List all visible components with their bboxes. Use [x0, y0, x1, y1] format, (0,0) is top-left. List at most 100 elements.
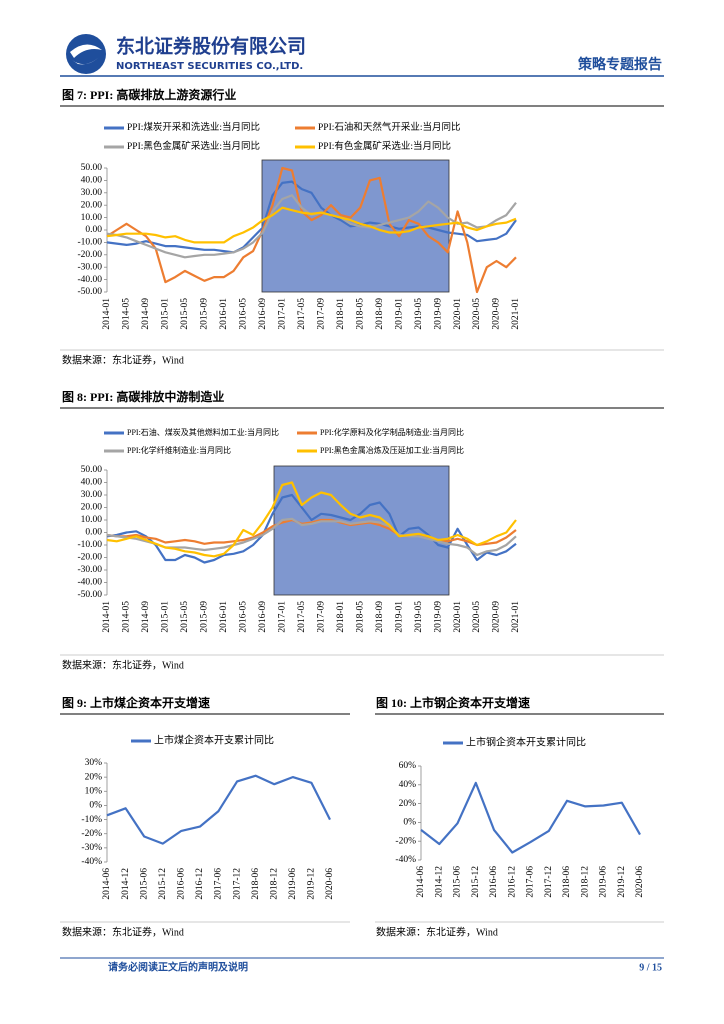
- x-tick-label: 2020-05: [472, 601, 482, 633]
- logo: [66, 34, 106, 74]
- x-tick-label: 2019-06: [288, 868, 298, 900]
- x-tick-label: 2017-09: [316, 298, 326, 330]
- y-tick-label: 20%: [85, 772, 103, 782]
- x-tick-label: 2016-05: [239, 298, 249, 330]
- x-tick-label: 2020-06: [325, 868, 335, 900]
- x-tick-label: 2016-06: [489, 866, 499, 898]
- figure-caption: 图 7: PPI: 高碳排放上游资源行业: [62, 87, 236, 102]
- x-tick-label: 2017-05: [297, 601, 307, 633]
- x-tick-label: 2019-12: [617, 866, 627, 898]
- y-tick-label: 0%: [89, 801, 102, 811]
- x-tick-label: 2019-09: [433, 298, 443, 330]
- y-tick-label: 10.00: [81, 515, 103, 525]
- series-line: [420, 781, 641, 854]
- x-tick-label: 2019-09: [433, 601, 443, 633]
- x-tick-label: 2015-12: [471, 866, 481, 898]
- y-tick-label: 30.00: [81, 490, 103, 500]
- x-tick-label: 2014-01: [102, 298, 112, 330]
- figure-caption: 图 8: PPI: 高碳排放中游制造业: [62, 389, 224, 404]
- page-number: 9 / 15: [639, 962, 662, 973]
- y-tick-label: -10.00: [77, 540, 102, 550]
- legend-label: PPI:石油和天然气开采业:当月同比: [318, 121, 461, 133]
- y-tick-label: 50.00: [81, 465, 103, 475]
- x-tick-label: 2016-01: [219, 601, 229, 633]
- x-tick-label: 2014-12: [121, 868, 131, 900]
- x-tick-label: 2021-01: [511, 601, 521, 633]
- y-tick-label: 60%: [399, 761, 417, 771]
- x-tick-label: 2018-12: [269, 868, 279, 900]
- x-tick-label: 2017-01: [277, 601, 287, 633]
- y-tick-label: -30.00: [77, 262, 102, 272]
- series-line: [106, 180, 517, 254]
- legend-label: PPI:化学纤维制造业:当月同比: [127, 445, 231, 455]
- x-tick-label: 2014-05: [122, 601, 132, 633]
- legend-label: PPI:石油、煤炭及其他燃料加工业:当月同比: [127, 427, 279, 437]
- x-tick-label: 2018-12: [580, 866, 590, 898]
- x-tick-label: 2015-01: [161, 298, 171, 330]
- x-tick-label: 2014-05: [122, 298, 132, 330]
- y-tick-label: -30%: [81, 843, 102, 853]
- y-tick-label: -50.00: [77, 287, 102, 297]
- series-line: [106, 481, 517, 558]
- x-tick-label: 2016-12: [507, 866, 517, 898]
- y-tick-label: 40.00: [81, 176, 103, 186]
- x-tick-label: 2018-05: [355, 601, 365, 633]
- x-tick-label: 2020-05: [472, 298, 482, 330]
- legend-label: PPI:煤炭开采和洗选业:当月同比: [127, 121, 260, 133]
- x-tick-label: 2016-01: [219, 298, 229, 330]
- x-tick-label: 2015-09: [200, 298, 210, 330]
- x-tick-label: 2018-09: [375, 298, 385, 330]
- figure-source: 数据来源：东北证券，Wind: [62, 658, 184, 671]
- x-tick-label: 2020-09: [492, 298, 502, 330]
- x-tick-label: 2014-09: [141, 601, 151, 633]
- x-tick-label: 2016-09: [258, 298, 268, 330]
- series-line: [106, 194, 517, 259]
- x-tick-label: 2014-12: [434, 866, 444, 898]
- x-tick-label: 2016-05: [239, 601, 249, 633]
- x-tick-label: 2019-05: [414, 298, 424, 330]
- x-tick-label: 2021-01: [511, 298, 521, 330]
- report-type: 策略专题报告: [577, 56, 662, 73]
- y-tick-label: 50.00: [81, 163, 103, 173]
- y-tick-label: -10.00: [77, 238, 102, 248]
- y-tick-label: -30.00: [77, 565, 102, 575]
- x-tick-label: 2017-06: [526, 866, 536, 898]
- x-tick-label: 2018-05: [355, 298, 365, 330]
- y-tick-label: 40.00: [81, 478, 103, 488]
- x-tick-label: 2017-01: [277, 298, 287, 330]
- x-tick-label: 2018-01: [336, 601, 346, 633]
- logo-mark: [70, 44, 102, 65]
- x-tick-label: 2018-01: [336, 298, 346, 330]
- y-tick-label: -20.00: [77, 553, 102, 563]
- y-tick-label: 20.00: [81, 503, 103, 513]
- y-tick-label: 0.00: [85, 225, 102, 235]
- x-tick-label: 2017-06: [214, 868, 224, 900]
- x-tick-label: 2019-06: [599, 866, 609, 898]
- legend-label: 上市钢企资本开支累计同比: [466, 735, 586, 748]
- company-name: 东北证券股份有限公司: [116, 35, 306, 58]
- y-tick-label: -10%: [81, 815, 102, 825]
- y-tick-label: -40%: [395, 855, 416, 865]
- x-tick-label: 2017-09: [316, 601, 326, 633]
- y-tick-label: -40.00: [77, 578, 102, 588]
- x-tick-label: 2014-06: [416, 866, 426, 898]
- footer-disclaimer: 请务必阅读正文后的声明及说明: [108, 960, 248, 973]
- y-tick-label: -20%: [81, 829, 102, 839]
- x-tick-label: 2019-05: [414, 601, 424, 633]
- y-tick-label: -40%: [81, 857, 102, 867]
- y-tick-label: -50.00: [77, 590, 102, 600]
- series-line: [106, 518, 517, 547]
- y-tick-label: 0.00: [85, 528, 102, 538]
- legend-label: PPI:化学原料及化学制品制造业:当月同比: [320, 427, 464, 437]
- y-tick-label: 30%: [85, 758, 103, 768]
- x-tick-label: 2014-06: [102, 868, 112, 900]
- legend-label: PPI:黑色金属矿采选业:当月同比: [127, 140, 260, 152]
- figure-source: 数据来源：东北证券，Wind: [376, 925, 498, 938]
- x-tick-label: 2017-12: [544, 866, 554, 898]
- x-tick-label: 2020-09: [492, 601, 502, 633]
- x-tick-label: 2015-09: [200, 601, 210, 633]
- legend-label: PPI:黑色金属冶炼及压延加工业:当月同比: [320, 445, 464, 455]
- series-line: [106, 206, 517, 244]
